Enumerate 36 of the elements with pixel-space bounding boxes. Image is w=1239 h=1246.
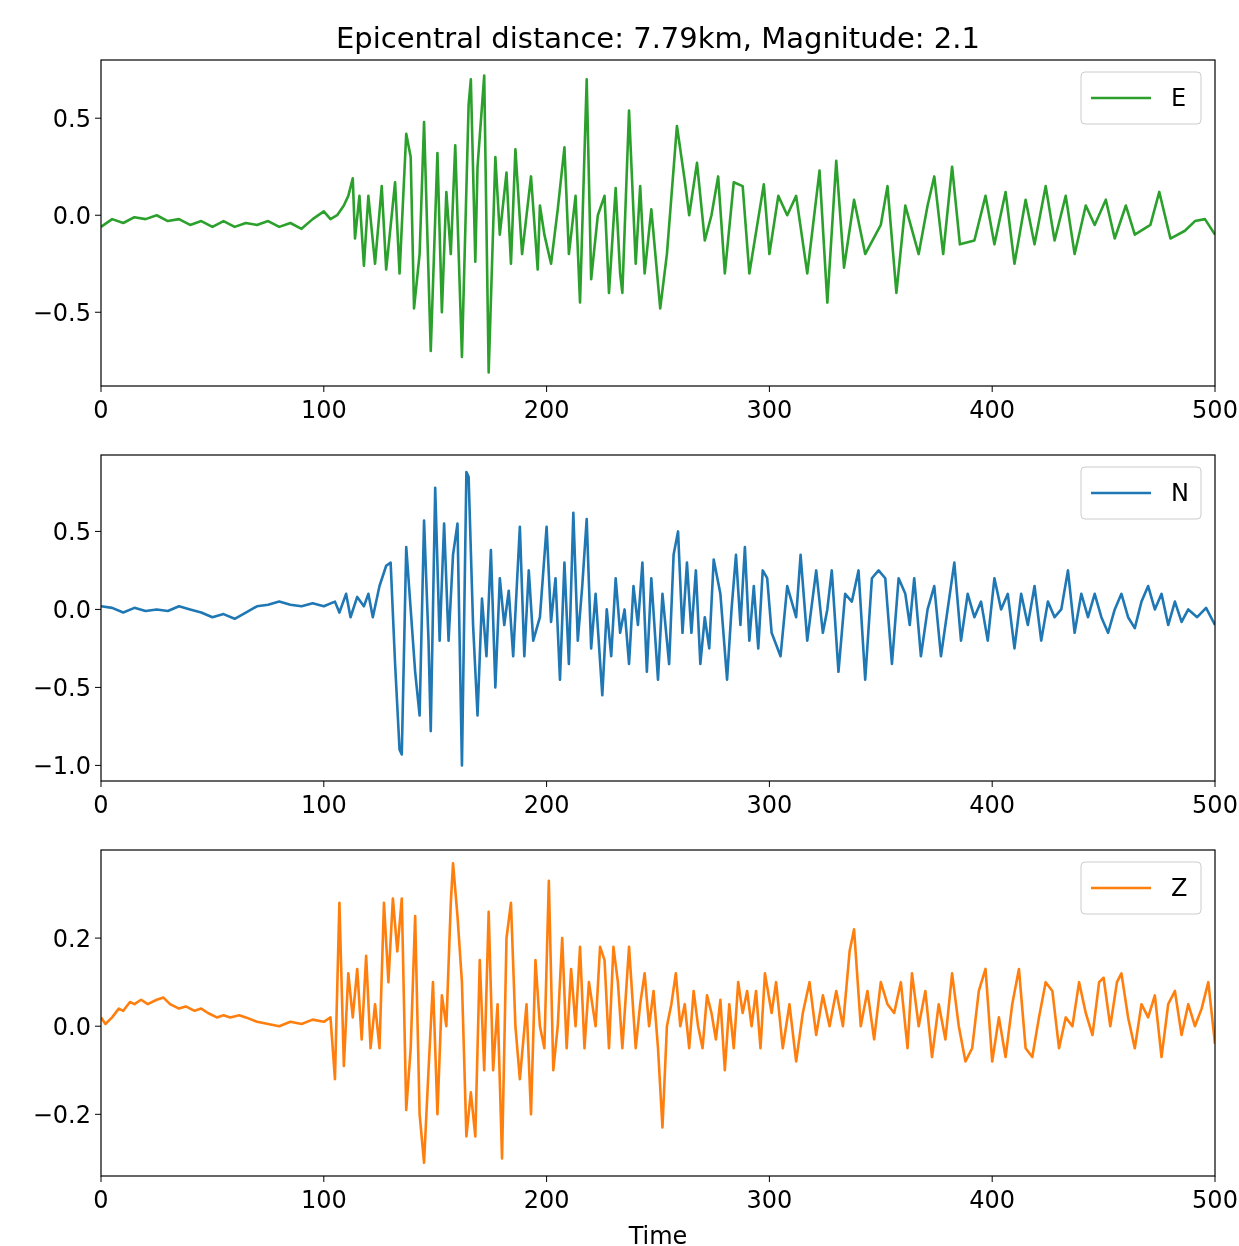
y-tick-label: −1.0 [32,751,91,780]
x-tick-label: 200 [523,396,570,424]
x-tick-label: 400 [969,791,1016,819]
y-tick-label: −0.5 [32,673,91,702]
line-series [101,74,1215,374]
x-tick-label: 500 [1192,396,1238,424]
legend-label: N [1171,479,1189,508]
x-tick-label: 100 [300,396,347,424]
x-axis-title: Time [627,1222,688,1246]
legend-label: E [1171,84,1187,113]
x-tick-label: 300 [746,396,793,424]
line-series [101,470,1215,767]
y-tick-label: 0.2 [52,924,91,953]
x-tick-label: 500 [1192,791,1238,819]
x-tick-label: 0 [93,396,109,424]
x-tick-label: 500 [1192,1186,1238,1214]
y-tick-label: 0.0 [52,201,91,230]
chart-title: Epicentral distance: 7.79km, Magnitude: 2.1 [336,21,980,55]
x-tick-label: 400 [969,396,1016,424]
x-tick-label: 300 [746,1186,793,1214]
line-series [101,861,1215,1165]
y-tick-label: 0.5 [52,517,91,546]
x-tick-label: 300 [746,791,793,819]
y-tick-label: −0.2 [32,1100,91,1129]
y-tick-label: 0.0 [52,595,91,624]
x-tick-label: 0 [93,791,109,819]
legend-label: Z [1171,874,1188,903]
x-tick-label: 0 [93,1186,109,1214]
x-tick-label: 400 [969,1186,1016,1214]
y-tick-label: 0.5 [52,104,91,133]
y-tick-label: −0.5 [32,298,91,327]
x-tick-label: 100 [300,791,347,819]
x-tick-label: 200 [523,791,570,819]
x-tick-label: 100 [300,1186,347,1214]
y-tick-label: 0.0 [52,1012,91,1041]
x-tick-label: 200 [523,1186,570,1214]
